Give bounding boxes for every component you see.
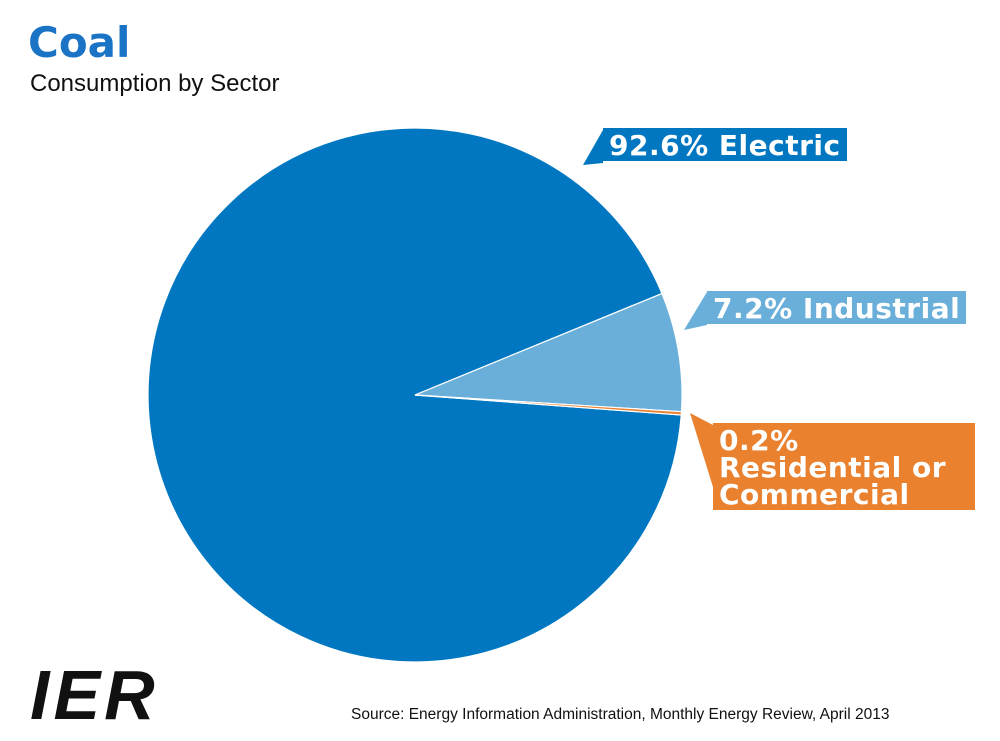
slice-label: 7.2% Industrial — [707, 291, 967, 325]
category-label: Industrial — [802, 292, 961, 325]
callout-pointer — [583, 130, 603, 165]
chart-subtitle: Consumption by Sector — [30, 70, 280, 97]
pie-slice — [147, 127, 682, 663]
pie-slice — [414, 292, 683, 413]
category-label: Residential or Commercial — [719, 451, 947, 511]
pie-slice — [414, 394, 683, 416]
slice-label: 92.6% Electric — [603, 128, 847, 161]
callout-pointer — [684, 292, 707, 330]
logo: IER — [30, 656, 159, 734]
source-note: Source: Energy Information Administratio… — [351, 706, 890, 723]
category-label: Electric — [718, 129, 841, 162]
value-label: 7.2% — [713, 292, 793, 325]
pie — [147, 127, 683, 663]
slice-label: 0.2% Residential or Commercial — [713, 423, 975, 510]
chart-title: Coal — [28, 18, 131, 67]
value-label: 0.2% — [719, 424, 799, 457]
value-label: 92.6% — [609, 129, 709, 162]
callout-pointer — [690, 413, 713, 487]
